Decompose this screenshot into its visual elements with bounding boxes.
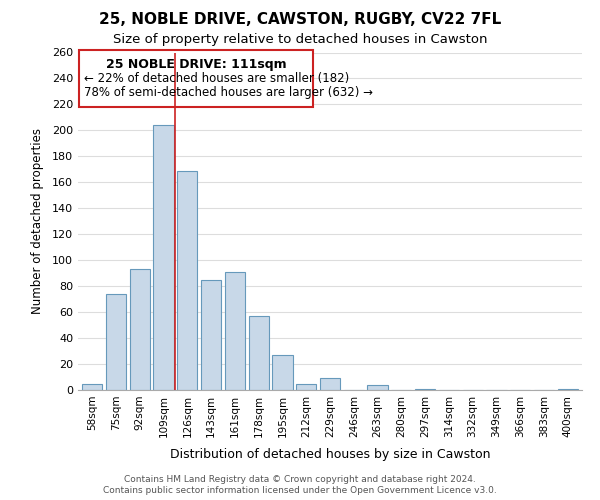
- Text: Contains HM Land Registry data © Crown copyright and database right 2024.: Contains HM Land Registry data © Crown c…: [124, 475, 476, 484]
- Bar: [201, 280, 221, 390]
- Bar: [248, 316, 269, 390]
- Bar: [415, 388, 435, 390]
- Bar: [557, 388, 578, 390]
- Text: Contains public sector information licensed under the Open Government Licence v3: Contains public sector information licen…: [103, 486, 497, 495]
- Bar: [106, 294, 126, 390]
- Bar: [154, 125, 173, 390]
- Bar: [82, 384, 103, 390]
- Bar: [177, 170, 197, 390]
- Text: 25, NOBLE DRIVE, CAWSTON, RUGBY, CV22 7FL: 25, NOBLE DRIVE, CAWSTON, RUGBY, CV22 7F…: [99, 12, 501, 28]
- Text: 25 NOBLE DRIVE: 111sqm: 25 NOBLE DRIVE: 111sqm: [106, 58, 287, 70]
- Bar: [79, 50, 313, 107]
- Bar: [296, 384, 316, 390]
- Text: ← 22% of detached houses are smaller (182): ← 22% of detached houses are smaller (18…: [84, 72, 349, 85]
- Bar: [367, 385, 388, 390]
- Y-axis label: Number of detached properties: Number of detached properties: [31, 128, 44, 314]
- X-axis label: Distribution of detached houses by size in Cawston: Distribution of detached houses by size …: [170, 448, 490, 461]
- Bar: [130, 270, 150, 390]
- Bar: [272, 355, 293, 390]
- Text: 78% of semi-detached houses are larger (632) →: 78% of semi-detached houses are larger (…: [84, 86, 373, 99]
- Text: Size of property relative to detached houses in Cawston: Size of property relative to detached ho…: [113, 32, 487, 46]
- Bar: [320, 378, 340, 390]
- Bar: [225, 272, 245, 390]
